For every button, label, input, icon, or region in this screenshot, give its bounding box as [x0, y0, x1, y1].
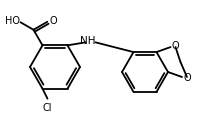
Text: Cl: Cl: [43, 103, 52, 113]
Text: O: O: [183, 73, 191, 83]
Text: NH: NH: [80, 36, 95, 46]
Text: O: O: [171, 41, 179, 51]
Text: O: O: [49, 16, 57, 26]
Text: HO: HO: [4, 16, 20, 26]
